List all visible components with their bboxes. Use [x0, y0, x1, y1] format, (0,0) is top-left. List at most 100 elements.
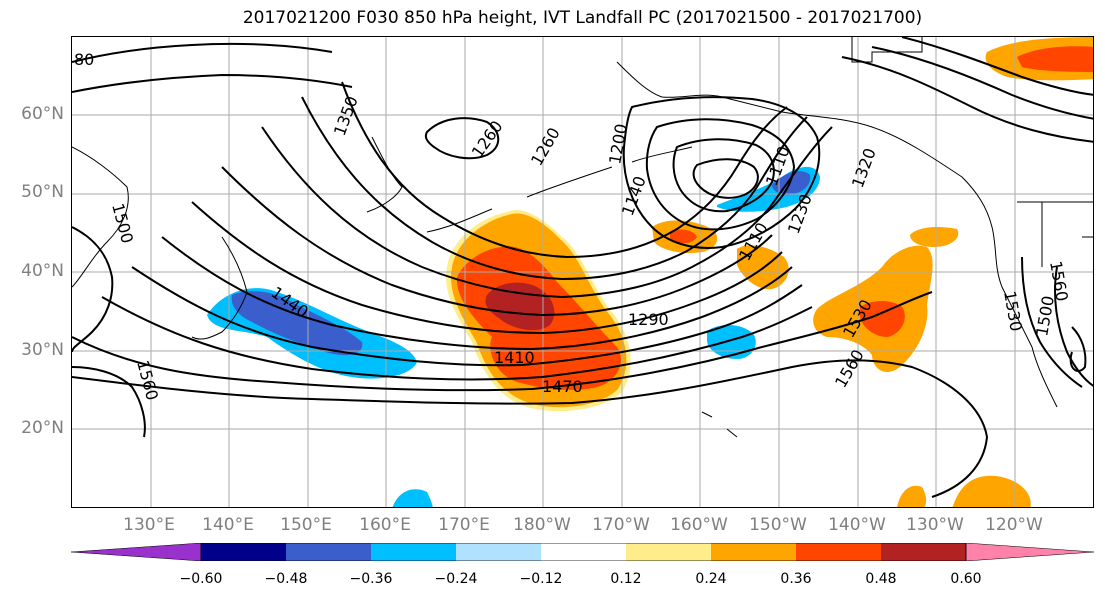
colorbar-tick-5: −0.12 — [519, 571, 563, 587]
coast-na-west — [991, 226, 1058, 408]
colorbar-bin-2 — [286, 543, 371, 561]
lat-label-50n: 50°N — [21, 182, 64, 202]
ivt-negative-japan-core — [231, 291, 363, 356]
contour-1380 — [191, 201, 783, 335]
colorbar-tick-2: −0.48 — [264, 571, 308, 587]
colorbar — [71, 543, 1094, 561]
ivt-positive-east-small-red — [670, 229, 697, 244]
coast-japan — [191, 236, 248, 340]
contour-label-80: 80 — [74, 50, 94, 69]
ivt-positive-bottom — [897, 485, 927, 507]
colorbar-extend-right — [965, 543, 1094, 561]
contour-top-left-2 — [72, 73, 353, 93]
lon-label-150e: 150°E — [280, 515, 332, 535]
contour-label-1500: 1500 — [108, 201, 137, 245]
contour-1530-east — [1021, 256, 1083, 388]
lat-label-60n: 60°N — [21, 104, 64, 124]
ivt-positive-bottom-2 — [952, 475, 1031, 507]
colorbar-tick-9: 0.48 — [865, 571, 897, 587]
contour-1410 — [161, 236, 793, 351]
colorbar-bin-3 — [371, 543, 456, 561]
colorbar-bin-4 — [456, 543, 541, 561]
contour-1260-low — [424, 117, 500, 160]
contour-label-1200: 1200 — [605, 122, 631, 165]
contour-label-1530-east: 1530 — [1000, 289, 1026, 332]
contour-1260 — [341, 81, 788, 259]
contour-1530 — [72, 291, 933, 392]
lon-label-160w: 160°W — [670, 515, 728, 535]
colorbar-bin-5 — [541, 543, 626, 561]
colorbar-tick-10: 0.60 — [950, 571, 982, 587]
colorbar-frame — [200, 543, 967, 561]
contour-1200 — [645, 118, 796, 231]
contour-1470 — [101, 296, 813, 381]
lat-label-20n: 20°N — [21, 418, 64, 438]
contour-label-1260-b: 1260 — [527, 124, 564, 169]
contour-1350 — [221, 166, 773, 317]
ivt-positive-coast-small — [910, 227, 959, 247]
contour-label-1320: 1320 — [848, 146, 880, 191]
colorbar-tick-4: −0.24 — [434, 571, 478, 587]
colorbar-bin-9 — [881, 543, 966, 561]
lat-label-30n: 30°N — [21, 340, 64, 360]
contour-1560-east — [1069, 326, 1087, 372]
map-canvas: 1350 1260 1260 1200 1140 1110 1230 1320 … — [72, 37, 1093, 507]
contour-ne-3 — [901, 37, 1093, 96]
coastlines — [72, 37, 1093, 438]
lon-label-170e: 170°E — [438, 515, 490, 535]
lon-label-130w: 130°W — [906, 515, 964, 535]
coast-na-east-lines — [1017, 201, 1093, 267]
lon-label-170w: 170°W — [592, 515, 650, 535]
contour-1440 — [131, 266, 803, 367]
contour-1560-south — [72, 359, 989, 498]
contour-1320 — [261, 126, 833, 299]
coast-asia — [72, 146, 129, 288]
contour-top-left — [72, 42, 333, 63]
contour-1140 — [692, 158, 759, 199]
contour-1560-west — [72, 366, 146, 438]
colorbar-bin-8 — [796, 543, 881, 561]
contour-1290 — [301, 96, 808, 281]
graticule — [72, 37, 1093, 507]
ivt-negative-aleutian-core — [772, 171, 811, 195]
colorbar-extend-left — [71, 543, 202, 561]
contour-ne-1 — [841, 56, 1093, 143]
ivt-positive-west-coast-red — [860, 301, 905, 337]
lat-label-40n: 40°N — [21, 261, 64, 281]
contour-label-1290: 1290 — [628, 310, 669, 329]
ivt-shading — [207, 37, 1093, 507]
colorbar-bin-6 — [626, 543, 711, 561]
lon-label-140w: 140°W — [828, 515, 886, 535]
ivt-negative-bottom — [392, 489, 433, 507]
contour-1500-west — [72, 226, 114, 353]
height-contours — [72, 37, 1093, 498]
lon-label-120w: 120°W — [985, 515, 1043, 535]
contour-ne-2 — [871, 46, 1093, 120]
coast-hawaii — [701, 411, 738, 438]
contour-label-1260-a: 1260 — [468, 117, 507, 161]
map-title: 2017021200 F030 850 hPa height, IVT Land… — [242, 8, 923, 28]
contour-label-1560-mid: 1560 — [831, 346, 868, 391]
colorbar-bin-7 — [711, 543, 796, 561]
lon-label-140e: 140°E — [202, 515, 254, 535]
lon-label-150w: 150°W — [749, 515, 807, 535]
lon-label-130e: 130°E — [123, 515, 175, 535]
lon-label-160e: 160°E — [359, 515, 411, 535]
coast-aleutians — [426, 146, 693, 233]
colorbar-bin-1 — [201, 543, 286, 561]
contour-1500-east — [1054, 266, 1093, 387]
contour-label-1410: 1410 — [494, 348, 535, 367]
lon-label-180w: 180°W — [513, 515, 571, 535]
colorbar-tick-3: −0.36 — [349, 571, 393, 587]
colorbar-tick-7: 0.24 — [695, 571, 727, 587]
colorbar-tick-1: −0.60 — [179, 571, 223, 587]
contour-1170 — [672, 138, 775, 213]
colorbar-tick-6: 0.12 — [610, 571, 642, 587]
contour-label-1470: 1470 — [542, 377, 583, 396]
colorbar-tick-8: 0.36 — [780, 571, 812, 587]
map-panel: 1350 1260 1260 1200 1140 1110 1230 1320 … — [71, 36, 1094, 508]
ivt-positive-ne-corner-red — [1017, 46, 1093, 72]
contour-1230 — [622, 96, 821, 249]
contour-label-1140: 1140 — [618, 174, 650, 219]
coast-greenland — [851, 37, 923, 63]
